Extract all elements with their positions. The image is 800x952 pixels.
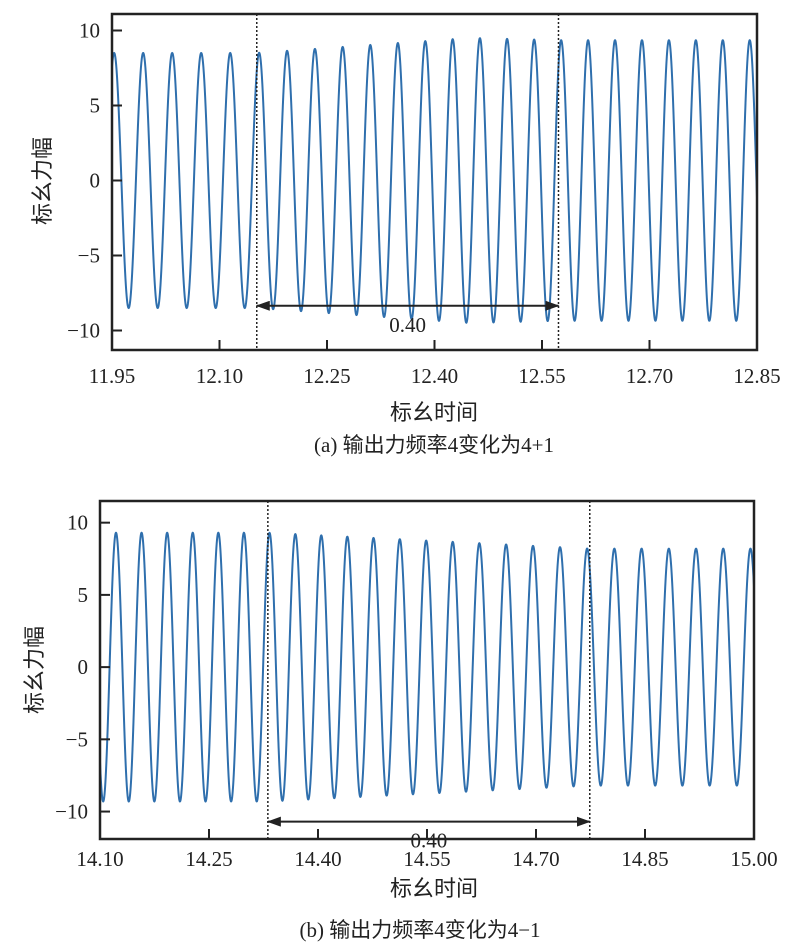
y-tick-label: 0	[90, 169, 101, 193]
panel-a: 标幺力幅 标幺时间 (a) 输出力频率4变化为4+1 0.40 11.95 12.1…	[30, 12, 781, 457]
y-tick-label: 10	[67, 511, 88, 535]
series-line-output-force	[111, 37, 758, 324]
y-axis-label: 标幺力幅	[22, 626, 47, 714]
x-tick-label: 12.10	[196, 364, 243, 388]
y-tick-label: −10	[55, 800, 88, 824]
y-tick-label: −5	[78, 244, 100, 268]
x-tick-label: 11.95	[89, 364, 135, 388]
x-axis-label: 标幺时间	[390, 400, 478, 425]
y-tick-label: −5	[66, 727, 88, 751]
x-axis-label: 标幺时间	[390, 876, 478, 901]
x-tick-label: 14.10	[76, 847, 123, 871]
x-tick-label: 12.85	[733, 364, 780, 388]
interval-label: 0.40	[410, 829, 447, 853]
caption: (b) 输出力频率4变化为4−1	[299, 918, 540, 942]
x-tick-label: 14.40	[294, 847, 341, 871]
caption: (a) 输出力频率4变化为4+1	[314, 433, 554, 457]
x-tick-label: 12.70	[626, 364, 673, 388]
x-tick-label: 12.40	[411, 364, 458, 388]
y-tick-label: 10	[79, 19, 100, 43]
y-tick-label: 5	[78, 583, 89, 607]
x-tick-label: 14.25	[185, 847, 232, 871]
x-tick-label: 15.00	[730, 847, 777, 871]
x-tick-label: 14.55	[403, 847, 450, 871]
panel-b: 标幺力幅 标幺时间 (b) 输出力频率4变化为4−1 0.40 14.10 14.2…	[22, 499, 778, 942]
x-tick-label: 14.70	[512, 847, 559, 871]
y-tick-label: 5	[90, 94, 101, 118]
y-axis-label: 标幺力幅	[30, 137, 55, 225]
x-tick-label: 12.55	[518, 364, 565, 388]
series-line-output-force	[99, 531, 755, 803]
x-tick-label: 14.85	[621, 847, 668, 871]
x-tick-label: 12.25	[303, 364, 350, 388]
interval-label: 0.40	[389, 313, 426, 337]
y-tick-label: 0	[78, 655, 89, 679]
y-tick-label: −10	[67, 319, 100, 343]
